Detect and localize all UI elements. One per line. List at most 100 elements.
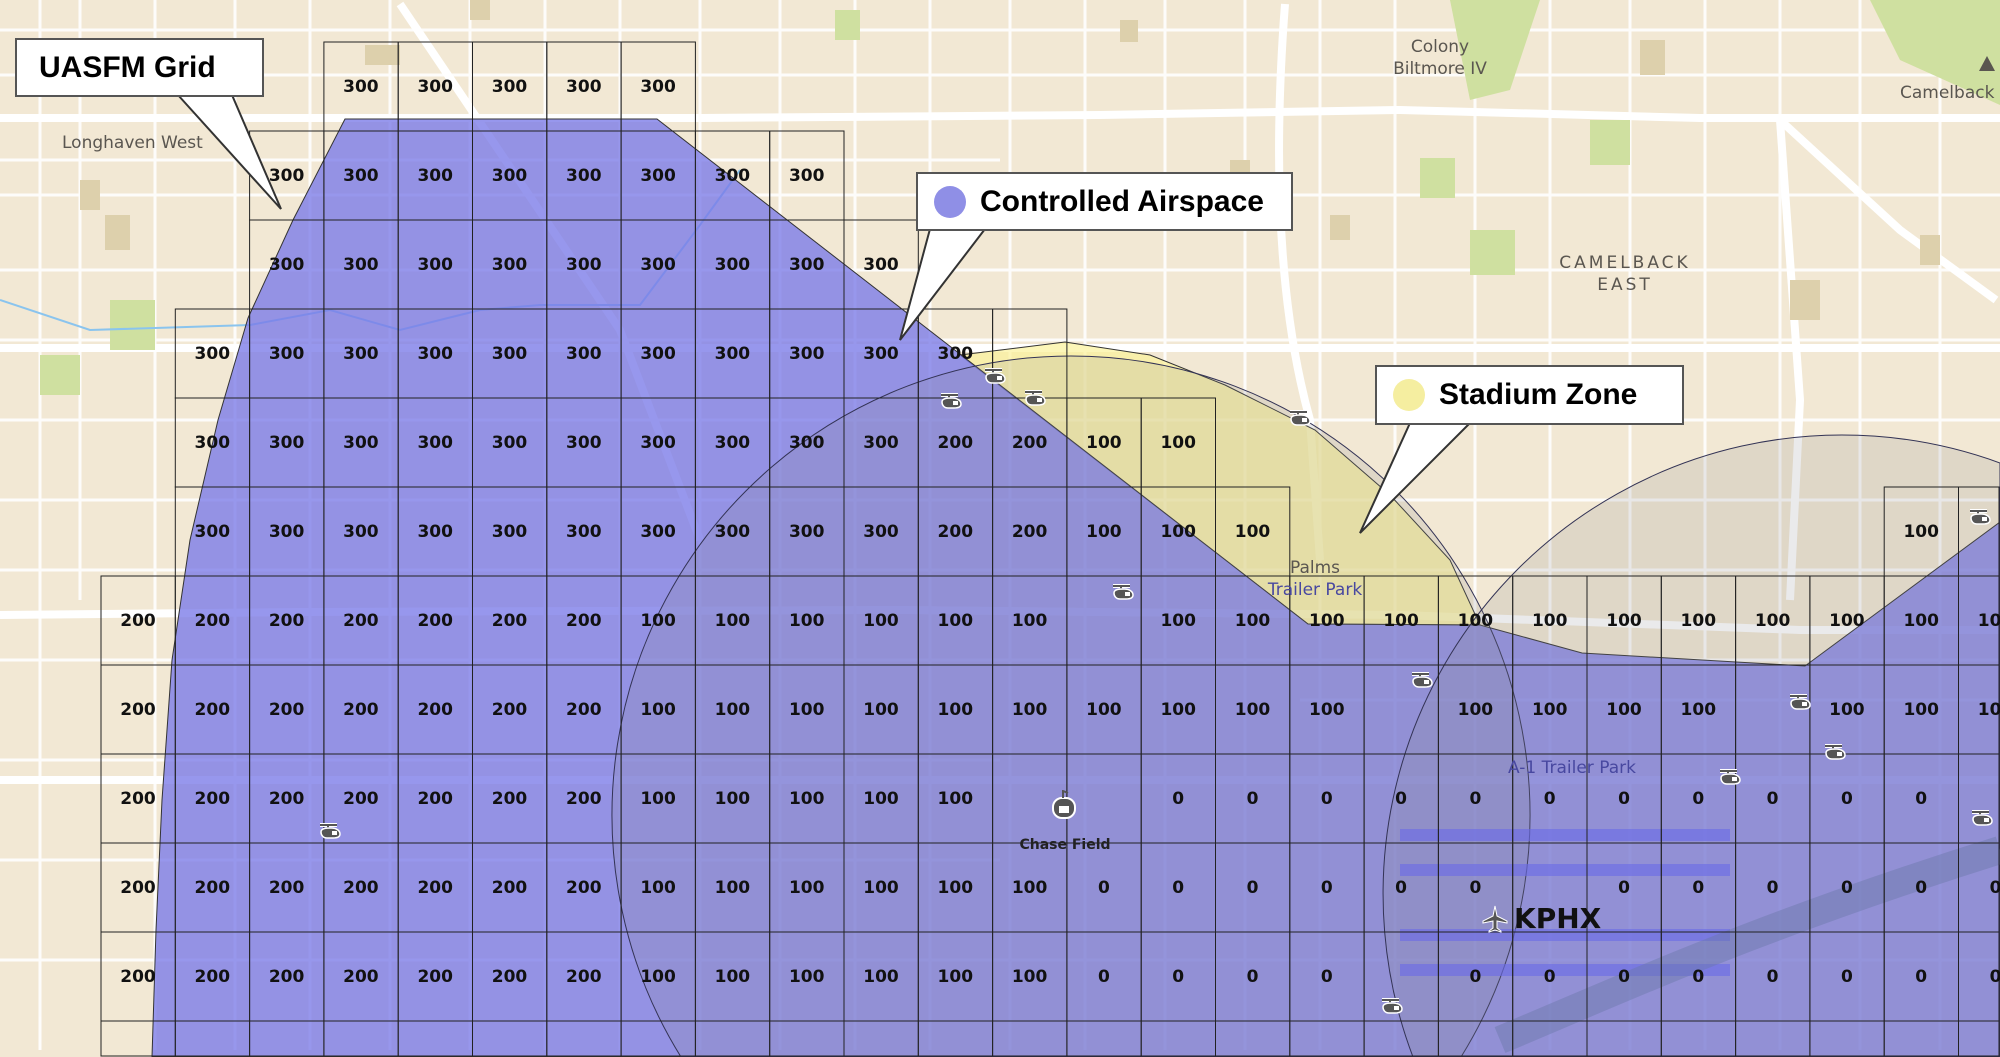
grid-cell-altitude: 0 [1469, 877, 1482, 898]
grid-cell-altitude: 100 [714, 610, 751, 631]
grid-cell-altitude: 300 [194, 343, 231, 364]
grid-cell-altitude: 300 [863, 254, 899, 275]
helipad-icon[interactable] [938, 392, 964, 410]
helipad-icon[interactable] [1287, 409, 1313, 427]
grid-cell-altitude: 0 [1692, 877, 1705, 898]
grid-cell-altitude: 200 [566, 966, 602, 987]
place-colony-line1: Colony [1410, 37, 1470, 57]
grid-cell-altitude: 200 [417, 788, 453, 809]
grid-cell-altitude: 200 [120, 788, 156, 809]
helipad-icon[interactable] [1409, 671, 1435, 689]
grid-cell-altitude: 0 [1172, 877, 1185, 898]
stadium-zone-callout: Stadium Zone [1375, 365, 1684, 425]
grid-cell-altitude: 300 [491, 165, 528, 186]
grid-cell-altitude: 300 [194, 432, 231, 453]
controlled-airspace-callout-label: Controlled Airspace [980, 184, 1264, 218]
helipad-icon[interactable] [1717, 768, 1743, 786]
place-camelback-east: CAMELBACK EAST [1550, 252, 1700, 296]
helipad-icon[interactable] [1379, 997, 1405, 1015]
river [1494, 836, 2000, 1053]
grid-callout-pointer [175, 94, 282, 210]
grid-cell-altitude: 300 [417, 76, 453, 97]
grid-cell-altitude: 100 [937, 699, 974, 720]
controlled-airspace-legend-dot [934, 185, 966, 218]
grid-cell-altitude: 0 [1840, 877, 1853, 898]
grid-cell-altitude: 300 [491, 343, 528, 364]
grid-cell-altitude: 300 [343, 432, 379, 453]
grid-cell-altitude: 0 [1692, 966, 1705, 987]
grid-cell-altitude: 200 [343, 699, 379, 720]
grid-cell-altitude: 0 [1989, 966, 2000, 987]
grid-cell-altitude: 200 [343, 610, 379, 631]
stadium-callout-pointer [1359, 422, 1473, 534]
helipad-icon[interactable] [317, 822, 343, 840]
grid-cell-altitude: 0 [1989, 877, 2000, 898]
grid-cell-altitude: 100 [863, 788, 899, 809]
grid-cell-altitude: 300 [640, 76, 676, 97]
grid-cell-altitude: 100 [1829, 610, 1865, 631]
controlled-callout-pointer [899, 228, 988, 341]
grid-cell-altitude: 100 [1086, 521, 1122, 542]
grid-cell-altitude: 300 [863, 343, 899, 364]
grid-cell-altitude: 300 [343, 254, 379, 275]
grid-cell-altitude: 200 [417, 699, 453, 720]
grid-cell-altitude: 100 [640, 877, 676, 898]
grid-cell-altitude: 200 [268, 788, 305, 809]
helipad-icon[interactable] [1110, 583, 1136, 601]
uasfm-grid [100, 41, 2000, 1057]
grid-cell-altitude: 200 [268, 699, 305, 720]
grid-cell-altitude: 0 [1766, 877, 1779, 898]
place-colony-line2: Biltmore IV [1393, 59, 1487, 79]
grid-cell-altitude: 0 [1320, 877, 1333, 898]
grid-cell-altitude: 0 [1692, 788, 1705, 809]
helipad-icon[interactable] [982, 367, 1008, 385]
grid-cell-altitude: 0 [1766, 788, 1779, 809]
airplane-icon[interactable] [1482, 905, 1508, 933]
grid-cell-altitude: 100 [1234, 610, 1271, 631]
grid-cell-altitude: 100 [937, 610, 974, 631]
grid-cell-altitude: 0 [1915, 788, 1928, 809]
grid-cell-altitude: 100 [1011, 610, 1048, 631]
grid-cell-altitude: 100 [1903, 699, 1939, 720]
grid-cell-altitude: 300 [566, 521, 602, 542]
stadium-icon[interactable] [1050, 790, 1078, 820]
grid-cell-altitude: 300 [788, 432, 825, 453]
helipad-icon[interactable] [1787, 693, 1813, 711]
grid-cell[interactable] [1958, 1020, 2000, 1057]
grid-cell-altitude: 300 [714, 521, 751, 542]
grid-cell-altitude: 100 [788, 966, 825, 987]
grid-cell-altitude: 100 [714, 877, 751, 898]
grid-cell-altitude: 100 [1606, 699, 1642, 720]
grid-cell-altitude: 300 [714, 165, 751, 186]
grid-cell-altitude: 200 [120, 699, 156, 720]
grid-cell-altitude: 100 [937, 877, 974, 898]
helipad-icon[interactable] [1022, 389, 1048, 407]
grid-cell-altitude: 300 [788, 165, 825, 186]
grid-cell-altitude: 300 [343, 165, 379, 186]
grid-cell-altitude: 100 [1903, 521, 1939, 542]
grid-cell-altitude: 300 [417, 343, 453, 364]
grid-cell-altitude: 100 [1234, 521, 1271, 542]
grid-cell-altitude: 300 [343, 343, 379, 364]
grid-cell-altitude: 100 [714, 699, 751, 720]
grid-cell-altitude: 300 [863, 432, 899, 453]
grid-cell-altitude: 200 [194, 877, 231, 898]
grid-cell-altitude: 200 [120, 610, 156, 631]
helipad-icon[interactable] [1822, 743, 1848, 761]
grid-cell-altitude: 0 [1469, 966, 1482, 987]
controlled-airspace-area[interactable] [151, 118, 2000, 1057]
grid-cell-altitude: 300 [491, 76, 528, 97]
grid-cell-altitude: 300 [343, 76, 379, 97]
grid-cell-altitude: 100 [1160, 699, 1196, 720]
grid-cell-altitude: 300 [937, 343, 974, 364]
grid-cell-altitude: 200 [120, 877, 156, 898]
grid-cell-altitude: 300 [640, 165, 676, 186]
helipad-icon[interactable] [1967, 508, 1993, 526]
grid-cell-altitude: 100 [1606, 610, 1642, 631]
grid-cell-altitude: 300 [268, 165, 305, 186]
helipad-icon[interactable] [1969, 809, 1995, 827]
grid-cell-altitude: 300 [566, 76, 602, 97]
grid-cell-altitude: 300 [417, 254, 453, 275]
grid-cell-altitude: 0 [1246, 788, 1259, 809]
